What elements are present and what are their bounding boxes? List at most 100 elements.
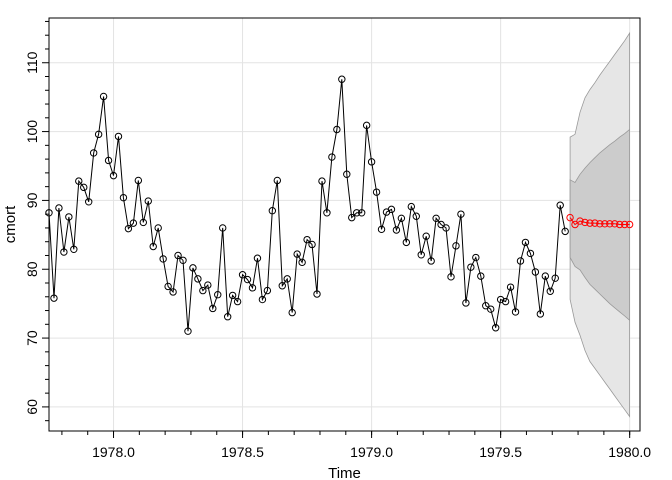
observed-point <box>89 149 98 157</box>
y-tick-label: 110 <box>24 51 40 74</box>
y-axis-title: cmort <box>2 205 19 243</box>
observed-point <box>119 193 128 202</box>
observed-point <box>526 249 535 258</box>
observed-point <box>233 297 242 306</box>
observed-point <box>348 213 356 222</box>
observed-point <box>174 251 182 260</box>
observed-point <box>516 257 525 265</box>
observed-point <box>541 272 550 280</box>
observed-point <box>556 201 564 209</box>
prediction-bands <box>569 31 630 418</box>
observed-point <box>209 304 217 313</box>
observed-point <box>452 242 460 250</box>
observed-point <box>362 121 371 130</box>
observed-point <box>561 227 569 236</box>
observed-point <box>417 251 425 259</box>
observed-point <box>392 226 401 234</box>
observed-point <box>367 158 376 166</box>
observed-point <box>139 218 147 227</box>
observed-point <box>536 310 545 318</box>
x-tick-label: 1978.0 <box>92 444 135 460</box>
observed-point <box>109 171 118 180</box>
observed-point <box>75 177 83 185</box>
observed-point <box>268 207 277 215</box>
observed-point <box>377 225 386 234</box>
observed-point <box>353 209 361 217</box>
observed-point <box>80 183 88 192</box>
y-tick-label: 80 <box>24 261 40 277</box>
y-tick-label: 90 <box>24 192 40 208</box>
forecast-point <box>596 220 604 228</box>
observed-point <box>432 214 440 223</box>
plot-frame <box>48 17 641 432</box>
forecast-line <box>569 217 630 226</box>
observed-point <box>144 197 152 205</box>
observed-point <box>228 291 237 300</box>
observed-point <box>298 258 306 267</box>
observed-point <box>258 295 267 304</box>
observed-point <box>521 238 530 247</box>
forecast-point <box>581 218 589 227</box>
observed-point <box>407 202 416 211</box>
observed-point <box>55 204 63 212</box>
observed-point <box>422 232 430 240</box>
observed-point <box>511 308 520 316</box>
x-tick-label: 1979.0 <box>350 444 393 460</box>
observed-point <box>472 253 480 262</box>
observed-point <box>328 153 336 161</box>
observed-point <box>318 177 326 185</box>
observed-point <box>238 271 247 279</box>
observed-point <box>467 263 475 271</box>
observed-point <box>447 273 455 281</box>
observed-point <box>85 198 93 206</box>
observed-point <box>278 282 286 290</box>
observed-point <box>169 288 177 296</box>
y-tick-label: 70 <box>24 330 40 346</box>
forecast-point <box>615 220 624 229</box>
inner-prediction-band <box>569 128 630 322</box>
observed-point <box>253 254 262 262</box>
observed-point <box>402 238 411 247</box>
observed-point <box>154 224 162 232</box>
forecast-point <box>606 220 614 228</box>
observed-point <box>283 275 291 283</box>
observed-point <box>308 240 316 249</box>
observed-point <box>491 324 500 332</box>
observed-point <box>134 176 143 185</box>
observed-point <box>482 302 490 310</box>
observed-point <box>387 205 396 214</box>
x-tick-label: 1980.0 <box>608 444 651 460</box>
observed-point <box>159 255 167 263</box>
observed-point <box>199 286 207 295</box>
observed-point <box>114 132 123 141</box>
forecast-point <box>620 220 629 229</box>
forecast-point <box>566 213 574 222</box>
observed-point <box>184 327 192 335</box>
x-tick-label: 1979.5 <box>479 444 522 460</box>
observed-point <box>223 313 232 321</box>
forecast-point <box>591 219 599 227</box>
observed-point <box>124 224 133 233</box>
observed-point <box>129 219 138 227</box>
observed-point <box>372 188 381 196</box>
observed-point <box>487 305 495 313</box>
observed-point <box>551 274 559 282</box>
axes: 1978.0 1978.5 1979.0 1979.5 1980.0 60 70 80 90 10… <box>24 20 651 460</box>
forecast-point <box>576 217 584 225</box>
observed-point <box>60 248 68 256</box>
observed-point <box>442 224 450 232</box>
y-tick-label: 60 <box>24 399 40 415</box>
observed-point <box>219 224 227 232</box>
x-axis-title: Time <box>328 465 361 480</box>
forecast-point <box>586 219 594 227</box>
observed-point <box>189 264 197 272</box>
observed-point <box>293 250 301 258</box>
observed-point <box>50 294 58 302</box>
observed-point <box>243 275 252 284</box>
observed-point <box>179 256 187 264</box>
observed-point <box>65 213 73 221</box>
observed-point <box>94 130 103 139</box>
observed-point <box>164 282 172 291</box>
observed-point <box>248 284 257 292</box>
data-series <box>45 75 634 335</box>
